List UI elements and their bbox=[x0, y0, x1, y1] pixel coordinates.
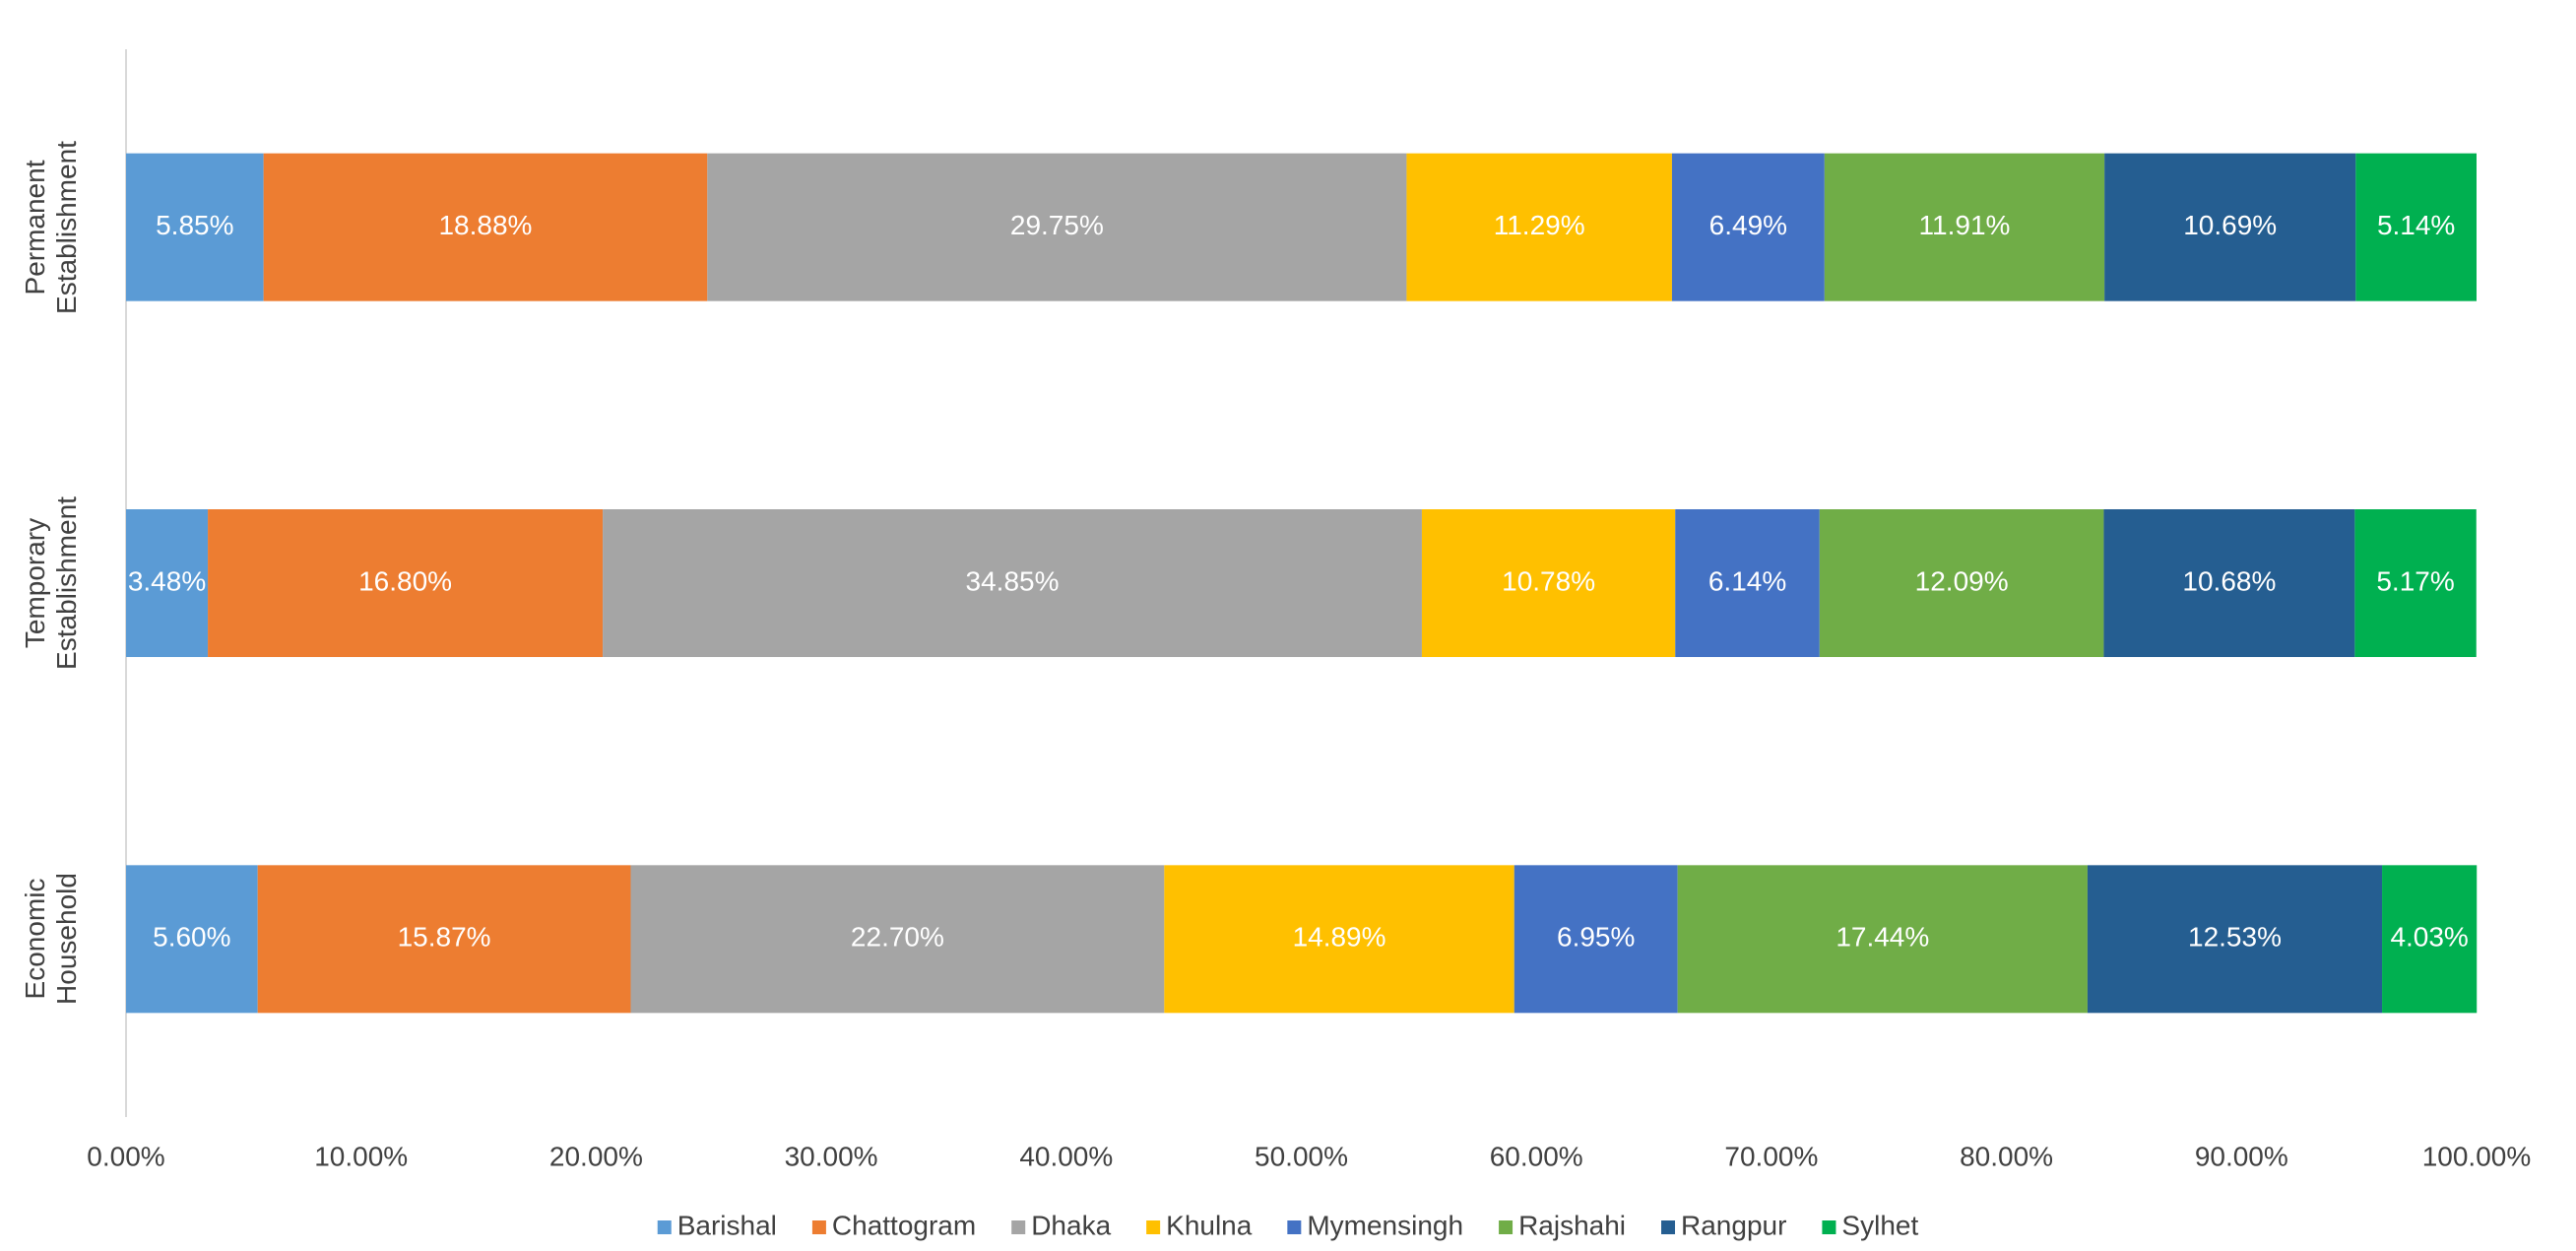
data-label: 5.60% bbox=[153, 922, 230, 953]
legend-label: Rangpur bbox=[1681, 1210, 1786, 1240]
data-label: 5.85% bbox=[156, 210, 233, 240]
x-tick-label: 60.00% bbox=[1490, 1141, 1583, 1171]
data-label: 6.49% bbox=[1709, 210, 1787, 240]
legend-label: Mymensingh bbox=[1307, 1210, 1463, 1240]
data-label: 29.75% bbox=[1010, 210, 1104, 240]
x-tick-label: 50.00% bbox=[1255, 1141, 1348, 1171]
legend-label: Rajshahi bbox=[1518, 1210, 1626, 1240]
data-label: 15.87% bbox=[398, 922, 491, 953]
bar-segment bbox=[263, 153, 708, 301]
bar-segment bbox=[2087, 865, 2383, 1014]
x-tick-label: 10.00% bbox=[314, 1141, 408, 1171]
data-label: 3.48% bbox=[128, 565, 206, 596]
data-label: 10.78% bbox=[1502, 565, 1595, 596]
bar-segment bbox=[2382, 865, 2478, 1014]
x-tick-label: 70.00% bbox=[1724, 1141, 1818, 1171]
bar-segment bbox=[257, 865, 631, 1014]
bar-segment bbox=[2103, 509, 2355, 657]
bar-segment bbox=[126, 153, 264, 301]
bar-segment bbox=[2104, 153, 2356, 301]
data-label: 12.09% bbox=[1915, 565, 2009, 596]
legend-label: Sylhet bbox=[1841, 1210, 1918, 1240]
legend-swatch bbox=[1146, 1220, 1161, 1234]
x-tick-label: 40.00% bbox=[1019, 1141, 1113, 1171]
data-label: 5.14% bbox=[2377, 210, 2455, 240]
legend-label: Dhaka bbox=[1031, 1210, 1111, 1240]
legend-swatch bbox=[1287, 1220, 1302, 1234]
x-tick-label: 80.00% bbox=[1960, 1141, 2053, 1171]
y-tick-label: Temporary Establishment bbox=[20, 496, 82, 670]
bar-segment bbox=[126, 865, 258, 1014]
bar-segment bbox=[208, 509, 604, 657]
x-tick-label: 20.00% bbox=[549, 1141, 643, 1171]
bar-segment bbox=[2354, 509, 2477, 657]
data-label: 10.69% bbox=[2183, 210, 2277, 240]
data-label: 11.29% bbox=[1494, 210, 1585, 240]
bar-segment bbox=[707, 153, 1407, 301]
bar-segment bbox=[1406, 153, 1672, 301]
data-label: 6.95% bbox=[1557, 922, 1635, 953]
bar-segment bbox=[630, 865, 1165, 1014]
x-tick-label: 0.00% bbox=[87, 1141, 164, 1171]
bar-segment bbox=[1675, 509, 1820, 657]
bar-segment bbox=[2355, 153, 2477, 301]
data-label: 14.89% bbox=[1293, 922, 1386, 953]
bar-segment bbox=[1421, 509, 1676, 657]
bar-segment bbox=[603, 509, 1422, 657]
data-label: 17.44% bbox=[1835, 922, 1929, 953]
bar-segment bbox=[1824, 153, 2105, 301]
legend-swatch bbox=[811, 1220, 826, 1234]
legend-swatch bbox=[1011, 1220, 1026, 1234]
data-label: 18.88% bbox=[438, 210, 532, 240]
data-label: 12.53% bbox=[2188, 922, 2282, 953]
data-label: 6.14% bbox=[1708, 565, 1786, 596]
y-tick-label: Economic Household bbox=[20, 873, 82, 1006]
data-label: 5.17% bbox=[2376, 565, 2454, 596]
data-label: 10.68% bbox=[2182, 565, 2276, 596]
data-label: 4.03% bbox=[2390, 922, 2468, 953]
legend-label: Chattogram bbox=[832, 1210, 976, 1240]
bar-segment bbox=[1671, 153, 1825, 301]
x-tick-label: 90.00% bbox=[2195, 1141, 2288, 1171]
legend-label: Khulna bbox=[1166, 1210, 1253, 1240]
x-tick-label: 30.00% bbox=[785, 1141, 878, 1171]
bar-segment bbox=[126, 509, 209, 657]
legend-swatch bbox=[1661, 1220, 1676, 1234]
legend-swatch bbox=[657, 1220, 672, 1234]
data-label: 34.85% bbox=[966, 565, 1060, 596]
bar-segment bbox=[1677, 865, 2088, 1014]
data-label: 11.91% bbox=[1919, 210, 2011, 240]
legend-swatch bbox=[1822, 1220, 1836, 1234]
data-label: 22.70% bbox=[851, 922, 944, 953]
bar-segment bbox=[1513, 865, 1678, 1014]
legend-label: Barishal bbox=[677, 1210, 777, 1240]
legend-swatch bbox=[1499, 1220, 1513, 1234]
x-tick-label: 100.00% bbox=[2422, 1141, 2532, 1171]
y-tick-label: Permanent Establishment bbox=[20, 140, 82, 314]
bar-segment bbox=[1164, 865, 1514, 1014]
data-label: 16.80% bbox=[358, 565, 452, 596]
bar-segment bbox=[1819, 509, 2104, 657]
